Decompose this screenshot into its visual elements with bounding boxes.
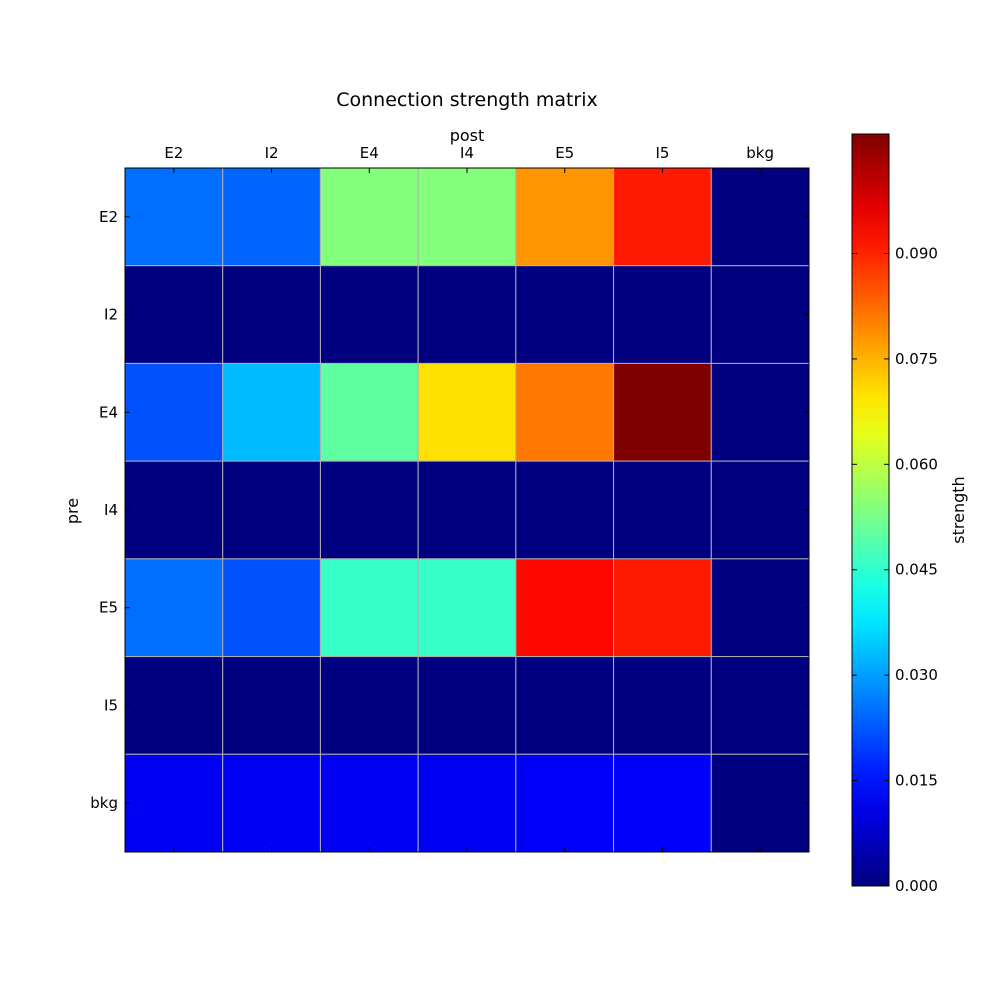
heatmap-cell (124, 753, 224, 853)
y-tick-label: E4 (99, 403, 118, 421)
heatmap-cell (515, 460, 615, 560)
colorbar-label: strength (949, 476, 968, 543)
heatmap-cell (319, 265, 419, 364)
y-tick-label: I5 (104, 696, 118, 714)
x-axis-label: post (450, 126, 485, 145)
heatmap-cell (417, 265, 517, 364)
heatmap-cell (710, 753, 810, 853)
y-ticks: E2 I2 E4 I4 E5 I5 bkg (90, 208, 809, 812)
heatmap-cell (417, 362, 517, 462)
y-tick-label: bkg (90, 794, 118, 812)
x-tick-label: E5 (555, 144, 574, 162)
y-tick-label: I2 (104, 306, 118, 324)
heatmap-cell (222, 656, 321, 755)
heatmap-cell (319, 460, 419, 560)
heatmap-cell (222, 362, 321, 462)
heatmap-cell (710, 558, 810, 658)
heatmap-cell (124, 265, 224, 364)
heatmap-cells (124, 167, 810, 853)
y-axis-label: pre (63, 498, 82, 524)
heatmap-cell (515, 362, 615, 462)
heatmap-cell (222, 167, 321, 267)
colorbar-tick-label: 0.090 (895, 244, 938, 262)
x-tick-label: E4 (360, 144, 379, 162)
x-tick-label: E2 (164, 144, 183, 162)
x-tick-label: I5 (655, 144, 669, 162)
heatmap-cell (710, 362, 810, 462)
heatmap-cell (515, 167, 615, 267)
heatmap-cell (417, 460, 517, 560)
heatmap-cell (515, 753, 615, 853)
heatmap-cell (613, 460, 712, 560)
colorbar-tick-label: 0.030 (895, 666, 938, 684)
heatmap-cell (710, 265, 810, 364)
heatmap-cell (515, 656, 615, 755)
heatmap-cell (710, 460, 810, 560)
heatmap-cell (613, 558, 712, 658)
heatmap-cell (613, 753, 712, 853)
heatmap-cell (124, 656, 224, 755)
heatmap-cell (222, 558, 321, 658)
heatmap-cell (319, 167, 419, 267)
heatmap-cell (124, 460, 224, 560)
x-tick-label: bkg (746, 144, 774, 162)
chart-title: Connection strength matrix (336, 89, 598, 111)
heatmap-cell (417, 167, 517, 267)
heatmap-cell (417, 558, 517, 658)
heatmap-cell (319, 656, 419, 755)
heatmap-cell (613, 656, 712, 755)
heatmap-cell (222, 460, 321, 560)
heatmap-cell (124, 167, 224, 267)
heatmap-cell (417, 753, 517, 853)
heatmap-cell (417, 656, 517, 755)
colorbar-tick-label: 0.075 (895, 350, 938, 368)
heatmap-cell (319, 753, 419, 853)
x-tick-label: I4 (460, 144, 474, 162)
y-tick-label: E2 (99, 208, 118, 226)
heatmap-cell (710, 656, 810, 755)
colorbar-tick-label: 0.000 (895, 877, 938, 895)
heatmap-cell (613, 362, 712, 462)
x-ticks: E2 I2 E4 I4 E5 I5 bkg (164, 144, 774, 852)
y-tick-label: I4 (104, 501, 118, 519)
colorbar: 0.000 0.015 0.030 0.045 0.060 0.075 0.090 (851, 133, 938, 895)
heatmap-cell (613, 265, 712, 364)
heatmap-cell (515, 265, 615, 364)
heatmap-cell (222, 265, 321, 364)
heatmap-cell (613, 167, 712, 267)
heatmap-cell (710, 167, 810, 267)
colorbar-tick-label: 0.015 (895, 772, 938, 790)
heatmap-cell (124, 558, 224, 658)
heatmap-cell (222, 753, 321, 853)
x-tick-label: I2 (265, 144, 279, 162)
heatmap-cell (319, 558, 419, 658)
colorbar-tick-label: 0.045 (895, 561, 938, 579)
y-tick-label: E5 (99, 599, 118, 617)
heatmap-cell (319, 362, 419, 462)
colorbar-gradient (851, 133, 890, 887)
heatmap-cell (515, 558, 615, 658)
heatmap-cell (124, 362, 224, 462)
colorbar-tick-label: 0.060 (895, 455, 938, 473)
